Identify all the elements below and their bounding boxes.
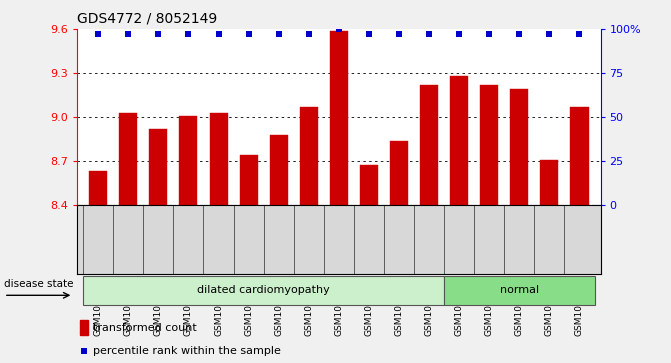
- Point: [454, 32, 464, 37]
- Text: GDS4772 / 8052149: GDS4772 / 8052149: [77, 11, 217, 25]
- Bar: [81, 320, 88, 335]
- Bar: [240, 155, 258, 205]
- Bar: [330, 30, 348, 205]
- FancyBboxPatch shape: [444, 276, 595, 305]
- Bar: [540, 160, 558, 205]
- Text: percentile rank within the sample: percentile rank within the sample: [93, 346, 280, 356]
- Point: [153, 32, 164, 37]
- Text: transformed count: transformed count: [93, 323, 197, 333]
- FancyBboxPatch shape: [83, 276, 444, 305]
- Point: [574, 32, 585, 37]
- Bar: [511, 89, 528, 205]
- Bar: [570, 107, 588, 205]
- Point: [333, 26, 344, 32]
- Point: [303, 32, 314, 37]
- Text: normal: normal: [500, 285, 539, 295]
- Text: dilated cardiomyopathy: dilated cardiomyopathy: [197, 285, 330, 295]
- Point: [213, 32, 224, 37]
- Bar: [390, 140, 408, 205]
- Point: [244, 32, 254, 37]
- Point: [423, 32, 434, 37]
- Point: [394, 32, 405, 37]
- Text: disease state: disease state: [4, 279, 73, 289]
- Bar: [300, 107, 318, 205]
- Bar: [480, 85, 499, 205]
- Bar: [270, 135, 288, 205]
- Bar: [209, 113, 227, 205]
- Bar: [119, 113, 138, 205]
- Bar: [179, 115, 197, 205]
- Point: [514, 32, 525, 37]
- Bar: [150, 129, 167, 205]
- Bar: [450, 76, 468, 205]
- Point: [93, 32, 103, 37]
- Point: [123, 32, 134, 37]
- Bar: [89, 171, 107, 205]
- Bar: [360, 166, 378, 205]
- Point: [364, 32, 374, 37]
- Point: [79, 348, 90, 354]
- Point: [183, 32, 194, 37]
- Point: [273, 32, 284, 37]
- Point: [544, 32, 555, 37]
- Point: [484, 32, 495, 37]
- Bar: [420, 85, 438, 205]
